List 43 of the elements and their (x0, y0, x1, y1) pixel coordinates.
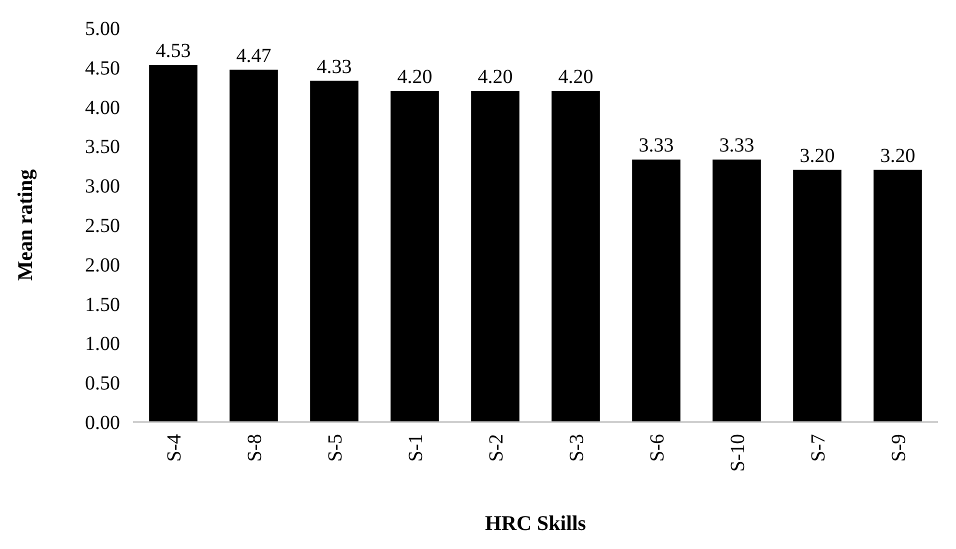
data-label: 4.47 (236, 44, 272, 67)
y-tick-label: 2.50 (85, 215, 120, 237)
bar (471, 91, 520, 422)
y-tick-label: 4.00 (85, 96, 120, 119)
y-tick-label: 4.50 (85, 57, 120, 80)
y-tick-label: 3.00 (85, 176, 120, 198)
data-label: 4.53 (156, 40, 191, 62)
x-tick-label: S-10 (726, 434, 749, 472)
data-label: 3.20 (880, 144, 916, 167)
data-label: 3.33 (638, 134, 674, 157)
x-tick-label: S-3 (566, 434, 588, 462)
x-axis-title: HRC Skills (485, 511, 586, 535)
x-tick-label: S-4 (163, 434, 186, 462)
x-tick-label: S-5 (324, 434, 346, 462)
x-tick-label: S-6 (646, 434, 668, 462)
data-label: 3.20 (800, 144, 835, 167)
y-tick-label: 0.50 (85, 372, 120, 395)
bar (552, 91, 600, 422)
bar (793, 170, 842, 422)
x-tick-label: S-1 (404, 434, 427, 462)
data-label: 4.33 (316, 56, 352, 78)
y-tick-label: 2.00 (85, 254, 120, 276)
data-label: 4.20 (397, 66, 432, 88)
y-tick-label: 1.50 (85, 294, 120, 316)
data-label: 4.20 (478, 66, 513, 88)
bar (390, 91, 439, 422)
x-tick-label: S-8 (244, 434, 266, 462)
x-tick-label: S-9 (888, 434, 910, 462)
bar (149, 65, 198, 422)
bar (874, 170, 922, 422)
y-axis-title: Mean rating (13, 168, 37, 281)
y-tick-label: 1.00 (85, 333, 120, 356)
y-tick-label: 0.00 (85, 412, 120, 434)
x-tick-label: S-7 (807, 434, 830, 462)
y-tick-label: 5.00 (85, 18, 120, 40)
y-tick-label: 3.50 (85, 136, 120, 158)
data-label: 4.20 (558, 66, 594, 88)
data-label: 3.33 (719, 134, 754, 157)
bar (632, 160, 680, 422)
bar (230, 70, 278, 422)
bar (310, 80, 358, 422)
bar (712, 160, 761, 422)
x-tick-label: S-2 (485, 434, 508, 462)
